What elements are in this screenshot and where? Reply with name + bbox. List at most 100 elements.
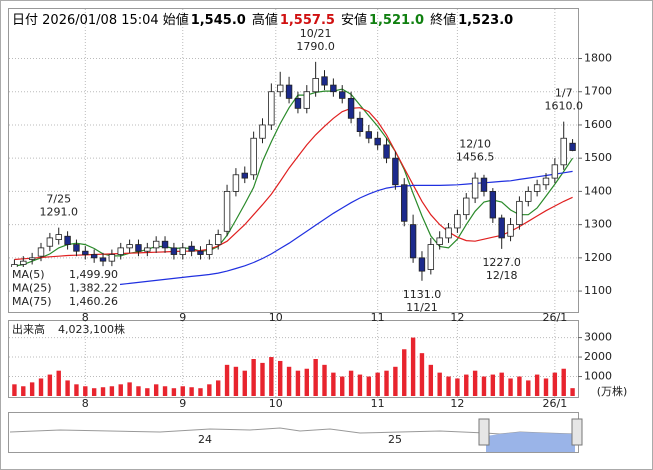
candle-body (117, 247, 124, 255)
y-tick-label: 1800 (584, 52, 612, 65)
header: 日付 2026/01/08 15:04 始値 1,545.0 高値 1,557.5 安値 1… (12, 9, 519, 28)
candle-body (46, 237, 54, 247)
field-value: 1,521.0 (368, 13, 425, 28)
candle-body (303, 91, 310, 109)
field-label: 終値 (430, 13, 457, 28)
navigator-label: 24 (198, 433, 212, 446)
y-tick-label: 1300 (584, 218, 612, 231)
volume-bar (313, 359, 318, 396)
volume-bar (29, 382, 35, 396)
candle-body (250, 137, 257, 176)
candle-body (330, 84, 337, 93)
candle-body (232, 174, 240, 192)
candle-body (418, 257, 426, 272)
candle-body (179, 247, 186, 255)
candle-body (560, 137, 567, 166)
volume-bar (189, 387, 194, 396)
candle-body (64, 235, 71, 245)
candle-body (20, 260, 27, 265)
candle-body (542, 177, 550, 186)
candle-body (90, 254, 98, 259)
volume-bar (162, 386, 168, 396)
candle-body (197, 250, 204, 255)
candle-body (356, 117, 364, 133)
volume-bar (100, 387, 106, 396)
volume-bar (357, 374, 363, 396)
date-label: 日付 (12, 13, 39, 28)
candle-body (454, 214, 461, 229)
candle-body (525, 190, 532, 202)
candle-body (445, 227, 452, 239)
y-tick-label: 1400 (584, 184, 612, 197)
candle-body (152, 240, 160, 249)
candle-body (409, 224, 417, 259)
volume-bar (455, 378, 460, 396)
volume-bar (419, 353, 425, 396)
legend-value: 1,460.26 (69, 295, 118, 308)
candle-body (206, 244, 213, 255)
annotation-text: 12/18 (486, 269, 518, 282)
volume-bar (295, 370, 301, 396)
ma-line (14, 107, 573, 261)
annotation-text: 1131.0 (403, 288, 442, 301)
candle-body (28, 257, 36, 260)
volume-bar (526, 380, 531, 396)
volume-bar (224, 364, 230, 396)
navigator-handle[interactable] (478, 418, 490, 446)
candle-body (401, 184, 408, 222)
volume-bar (402, 349, 407, 396)
candle-body (73, 244, 80, 252)
x-tick-label: 11 (371, 397, 385, 410)
volume-bar (91, 388, 97, 396)
volume-bar (136, 386, 141, 396)
field-label: 始値 (162, 13, 189, 28)
y-tick-label: 1700 (584, 85, 612, 98)
x-tick-label: 12 (450, 311, 464, 324)
volume-bar (428, 364, 434, 396)
y-tick-label: 1000 (584, 370, 612, 383)
x-tick-label: 26/1 (543, 397, 568, 410)
volume-bar (552, 372, 558, 396)
legend-name: MA(25) (12, 282, 52, 295)
annotation-text: 1790.0 (296, 40, 335, 53)
y-tick-label: 1600 (584, 118, 612, 131)
volume-bar (393, 366, 398, 396)
volume-bar (366, 376, 372, 396)
volume-bar (508, 378, 513, 396)
field-value: 1,523.0 (458, 13, 514, 28)
annotation-text: 1610.0 (544, 100, 583, 113)
volume-bar (490, 374, 496, 396)
candle-body (339, 91, 346, 99)
candle-body (436, 237, 443, 245)
annotation-text: 12/10 (459, 138, 491, 151)
volume-unit: (万株) (597, 384, 628, 398)
navigator-handle[interactable] (571, 418, 583, 446)
candle-body (498, 217, 505, 239)
volume-bar (446, 376, 451, 396)
field-value: 1,557.5 (279, 13, 335, 28)
x-tick-label: 26/1 (543, 311, 568, 324)
field-value: 1,545.0 (190, 13, 246, 28)
field-label: 安値 (340, 13, 367, 28)
volume-bar (304, 368, 309, 396)
volume-bar (38, 378, 44, 396)
volume-bar (499, 372, 504, 396)
candle-body (392, 157, 399, 186)
volume-bar (127, 382, 132, 396)
candle-body (214, 234, 222, 245)
candle-body (365, 131, 373, 139)
candle-body (507, 224, 514, 237)
volume-bar (375, 372, 380, 396)
annotation-text: 10/21 (300, 27, 332, 40)
volume-bar (384, 370, 389, 396)
x-tick-label: 9 (179, 311, 186, 324)
volume-bar (437, 372, 442, 396)
volume-bar (534, 374, 540, 396)
candle-body (223, 190, 231, 232)
ma-legend-box (10, 267, 120, 309)
x-tick-label: 11 (371, 311, 385, 324)
candle-body (277, 84, 284, 93)
volume-bar (56, 370, 61, 396)
volume-bar (340, 376, 345, 396)
field-label: 高値 (251, 13, 278, 28)
